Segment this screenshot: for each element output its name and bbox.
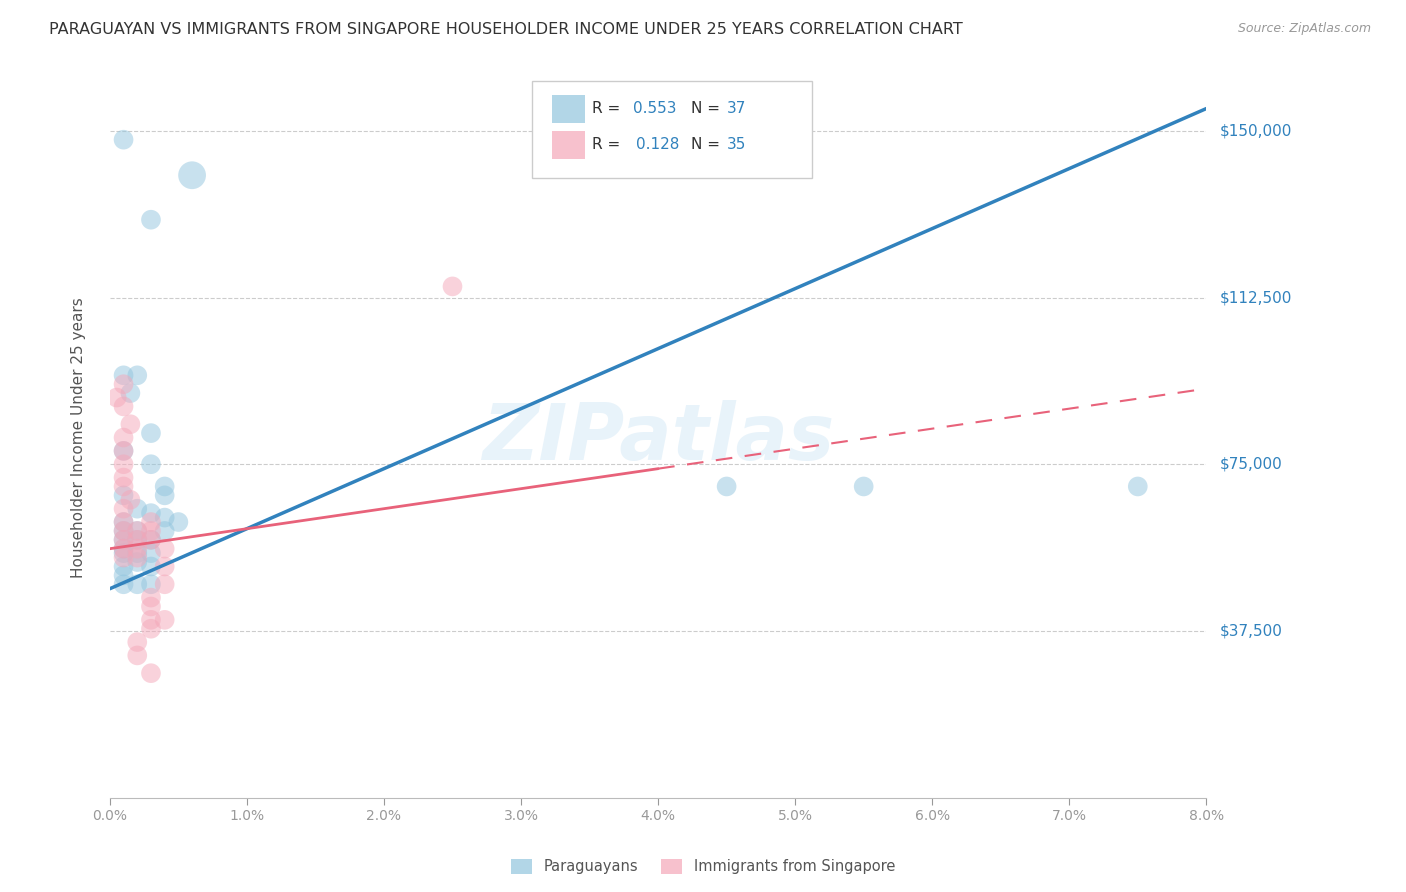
Bar <box>551 95 585 123</box>
Text: $37,500: $37,500 <box>1220 624 1284 639</box>
Text: PARAGUAYAN VS IMMIGRANTS FROM SINGAPORE HOUSEHOLDER INCOME UNDER 25 YEARS CORREL: PARAGUAYAN VS IMMIGRANTS FROM SINGAPORE … <box>49 22 963 37</box>
Point <box>112 470 135 484</box>
Point <box>112 546 135 560</box>
Point <box>153 559 176 574</box>
Point <box>153 613 176 627</box>
Point <box>139 577 162 591</box>
Point <box>716 479 738 493</box>
Point <box>127 577 149 591</box>
Text: ZIPatlas: ZIPatlas <box>482 400 834 475</box>
Point <box>112 533 135 547</box>
Point <box>112 541 135 556</box>
Point <box>112 568 135 582</box>
Text: $150,000: $150,000 <box>1220 123 1292 138</box>
Point <box>181 168 204 182</box>
Point <box>112 559 135 574</box>
Point <box>127 648 149 663</box>
Point <box>139 613 162 627</box>
Point <box>112 524 135 538</box>
Point <box>153 488 176 502</box>
Point <box>112 541 135 556</box>
Point <box>112 488 135 502</box>
Point <box>1126 479 1149 493</box>
Point <box>127 550 149 565</box>
Point <box>120 417 142 432</box>
Point <box>112 501 135 516</box>
Point <box>112 443 135 458</box>
Point <box>139 506 162 520</box>
Point <box>167 515 190 529</box>
Point <box>127 501 149 516</box>
Point <box>139 599 162 614</box>
Point <box>112 368 135 383</box>
Point <box>112 515 135 529</box>
Point <box>139 546 162 560</box>
Text: 0.553: 0.553 <box>633 101 676 116</box>
Point <box>127 524 149 538</box>
Point <box>112 515 135 529</box>
Point <box>120 492 142 507</box>
Point <box>139 622 162 636</box>
Point <box>112 524 135 538</box>
Point <box>153 510 176 524</box>
Point <box>139 212 162 227</box>
Text: N =: N = <box>690 136 725 152</box>
Text: 35: 35 <box>727 136 747 152</box>
Point <box>112 377 135 392</box>
Bar <box>551 131 585 159</box>
Text: R =: R = <box>592 136 630 152</box>
Point <box>441 279 464 293</box>
Point <box>112 443 135 458</box>
Text: $75,000: $75,000 <box>1220 457 1282 472</box>
Point <box>139 666 162 681</box>
Point <box>153 541 176 556</box>
Point <box>153 577 176 591</box>
Point <box>112 133 135 147</box>
FancyBboxPatch shape <box>531 81 811 178</box>
Text: Source: ZipAtlas.com: Source: ZipAtlas.com <box>1237 22 1371 36</box>
Point <box>127 635 149 649</box>
Point <box>153 479 176 493</box>
Point <box>139 515 162 529</box>
Text: $112,500: $112,500 <box>1220 290 1292 305</box>
Text: N =: N = <box>690 101 725 116</box>
Point <box>105 391 128 405</box>
Point <box>139 533 162 547</box>
Point <box>127 541 149 556</box>
Point <box>112 400 135 414</box>
Point <box>127 555 149 569</box>
Point <box>139 591 162 605</box>
Point <box>127 546 149 560</box>
Text: 0.128: 0.128 <box>636 136 679 152</box>
Point <box>112 457 135 471</box>
Point <box>112 577 135 591</box>
Point <box>139 457 162 471</box>
Point <box>139 524 162 538</box>
Point <box>127 533 149 547</box>
Y-axis label: Householder Income Under 25 years: Householder Income Under 25 years <box>72 297 86 578</box>
Point <box>127 533 149 547</box>
Point <box>120 386 142 401</box>
Point <box>112 431 135 445</box>
Point <box>153 524 176 538</box>
Point <box>112 550 135 565</box>
Legend: Paraguayans, Immigrants from Singapore: Paraguayans, Immigrants from Singapore <box>505 853 901 880</box>
Point <box>139 533 162 547</box>
Text: R =: R = <box>592 101 626 116</box>
Text: 37: 37 <box>727 101 747 116</box>
Point <box>139 426 162 441</box>
Point <box>127 524 149 538</box>
Point <box>112 533 135 547</box>
Point <box>852 479 875 493</box>
Point <box>127 368 149 383</box>
Point <box>112 479 135 493</box>
Point <box>139 559 162 574</box>
